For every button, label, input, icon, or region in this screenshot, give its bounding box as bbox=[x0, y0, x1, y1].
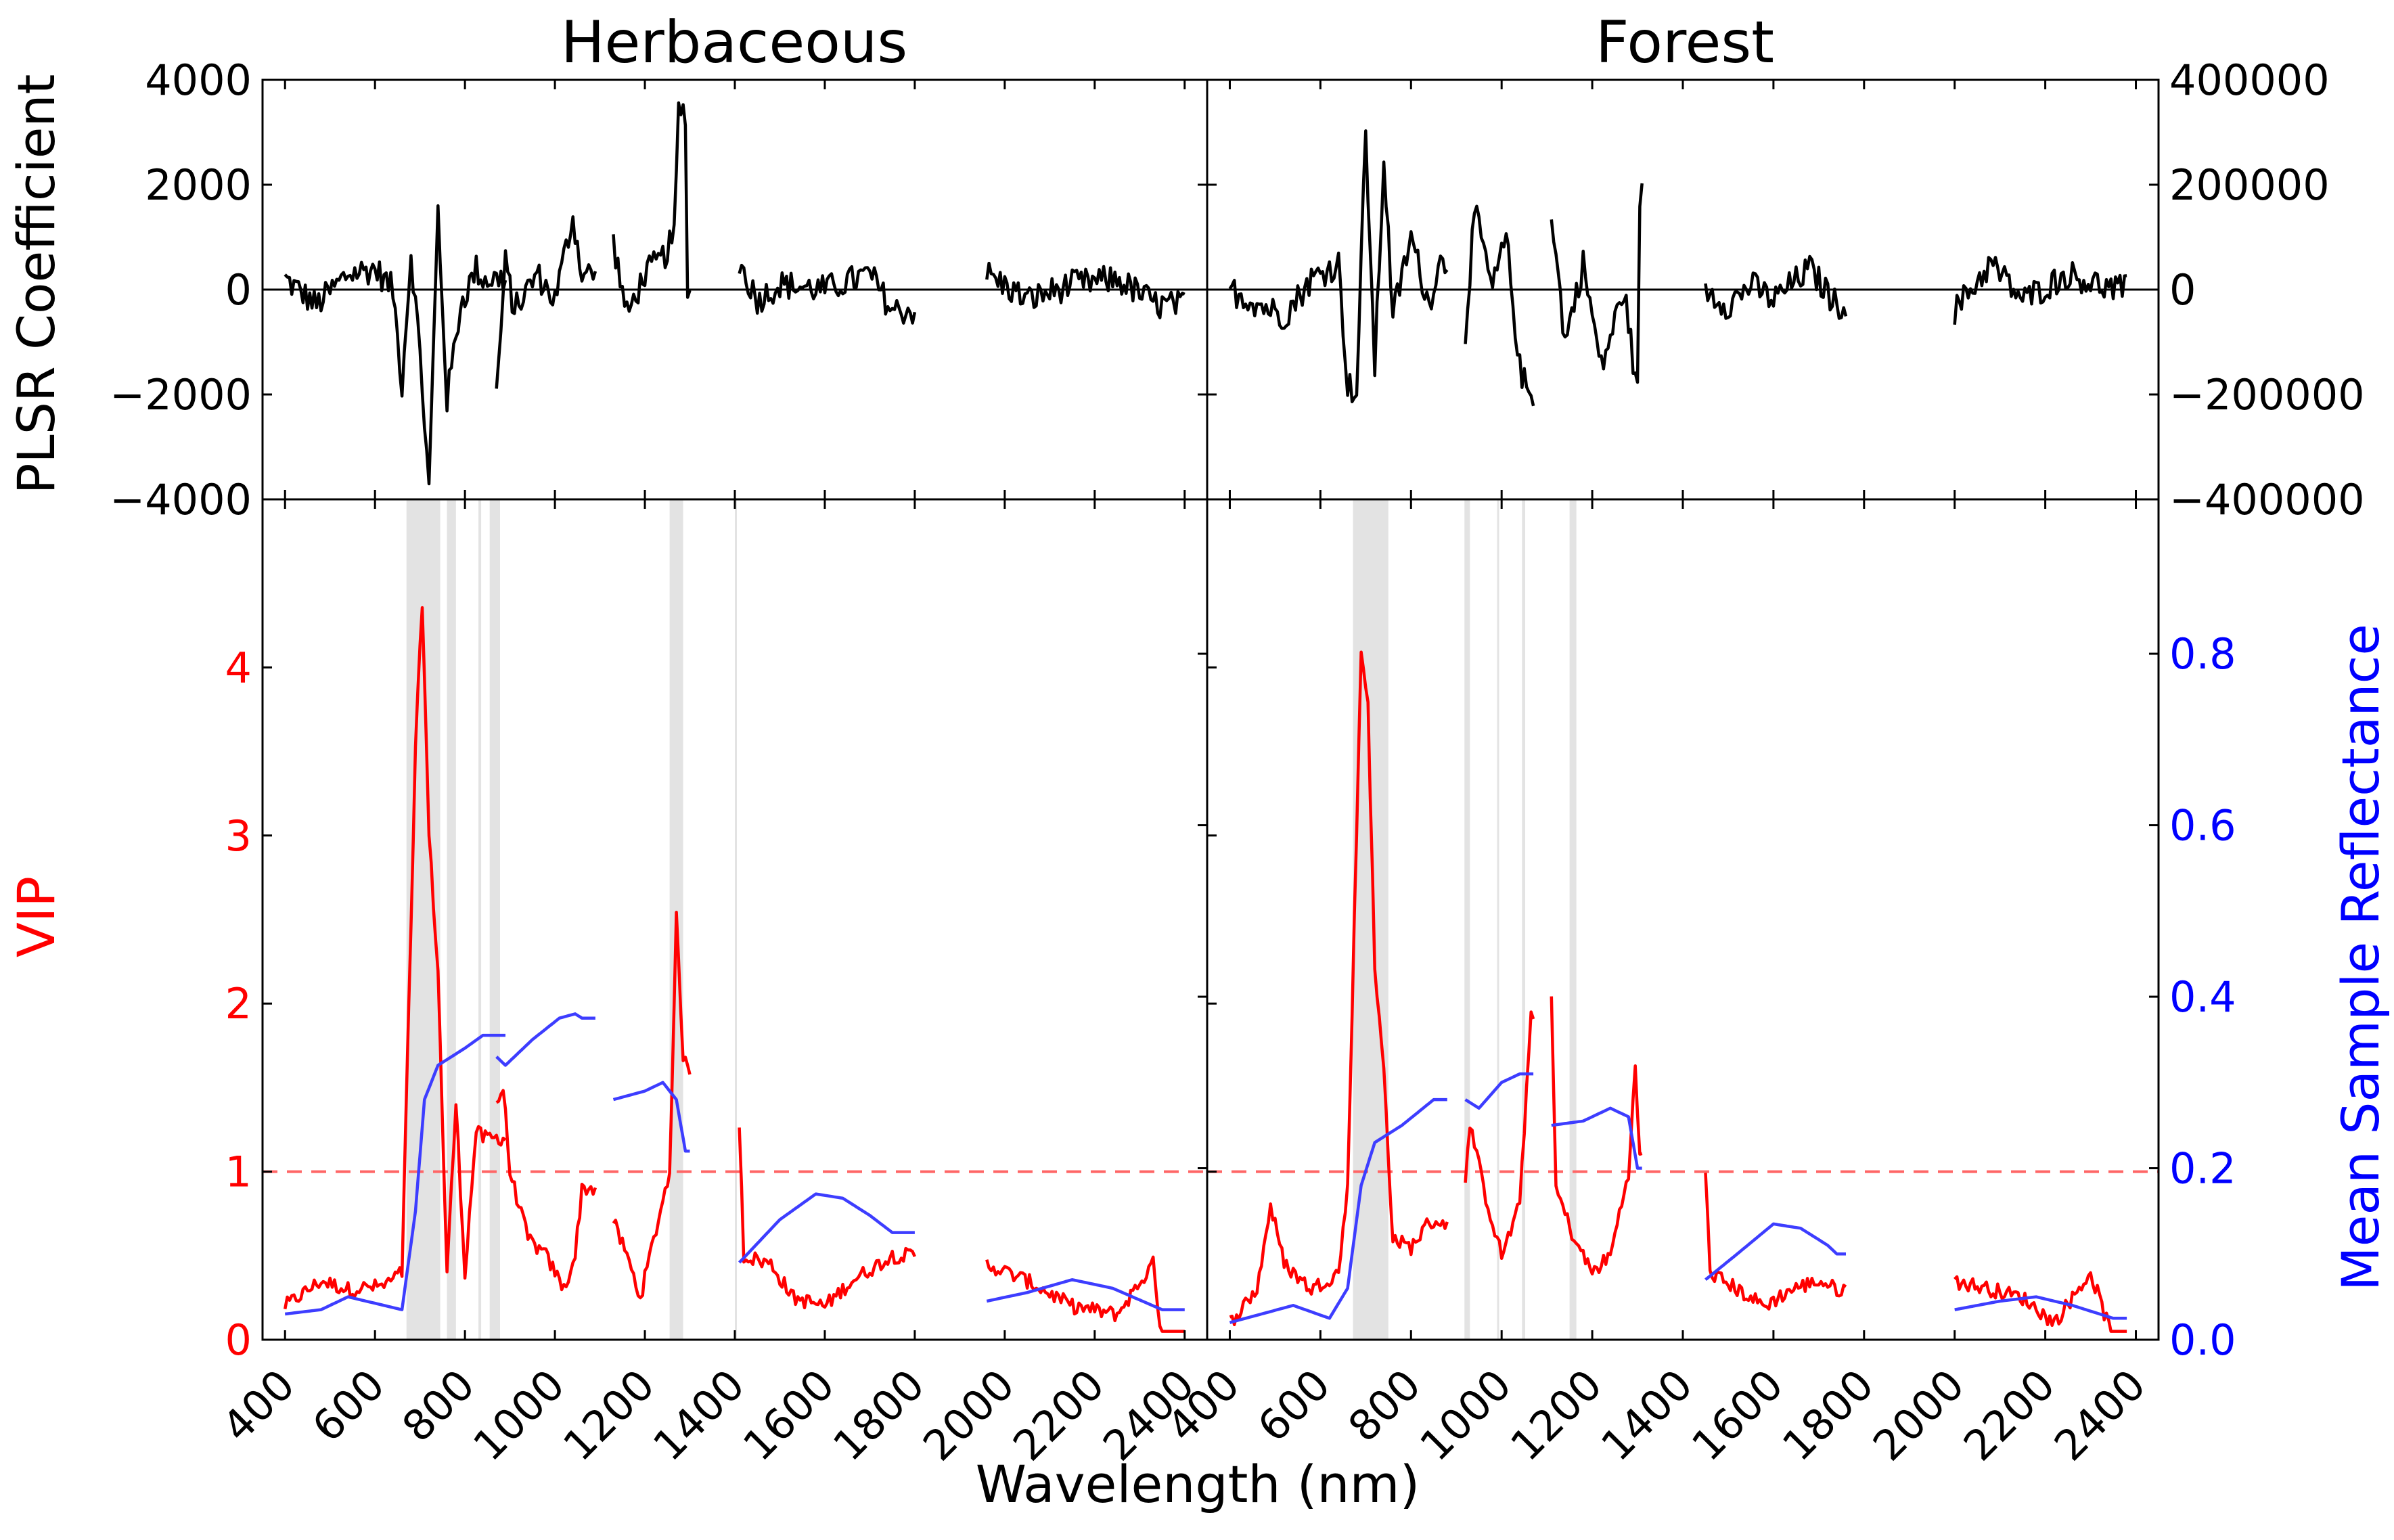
x-tick-label: 2400 bbox=[2045, 1360, 2155, 1470]
mean-reflectance-series bbox=[1551, 1106, 1642, 1170]
vip-series bbox=[283, 606, 507, 1310]
x-tick-label: 600 bbox=[302, 1360, 394, 1451]
important-band bbox=[478, 499, 482, 1340]
x-tick-label: 2000 bbox=[1864, 1360, 1974, 1470]
x-tick-label: 1600 bbox=[733, 1360, 844, 1470]
vip-y-tick-label: 0 bbox=[225, 1315, 252, 1365]
vip-y-tick-label: 1 bbox=[225, 1148, 252, 1197]
x-tick-label: 1200 bbox=[1501, 1360, 1611, 1470]
plsr-coefficient-series bbox=[1228, 129, 1449, 404]
x-tick-label: 1400 bbox=[1591, 1360, 1702, 1470]
vip-series bbox=[738, 1127, 916, 1310]
coef-y-tick-label: 2000 bbox=[145, 160, 252, 210]
wavelength-axis-title: Wavelength (nm) bbox=[976, 1454, 1420, 1514]
coef-y-tick-label: 4000 bbox=[145, 55, 252, 105]
coef-y-tick-label: 400000 bbox=[2169, 55, 2330, 105]
axes-layer bbox=[261, 78, 2160, 1341]
mean-reflectance-series bbox=[1704, 1222, 1846, 1282]
mean-reflectance-series bbox=[612, 1081, 690, 1153]
coef-y-tick-label: 0 bbox=[225, 265, 252, 315]
plsr-coefficient-series bbox=[1704, 254, 1848, 320]
vip-axes-frame bbox=[1206, 498, 2160, 1341]
x-tick-label: 1800 bbox=[823, 1360, 934, 1470]
reflectance-y-tick-label: 0.6 bbox=[2169, 801, 2236, 851]
plsr-coefficient-series bbox=[1550, 183, 1644, 384]
x-tick-label: 1800 bbox=[1773, 1360, 1883, 1470]
mean-reflectance-series bbox=[1464, 1072, 1534, 1110]
x-tick-label: 2200 bbox=[1954, 1360, 2064, 1470]
coef-y-tick-label: 200000 bbox=[2169, 160, 2330, 210]
panel-title-herbaceous: Herbaceous bbox=[561, 9, 907, 76]
vip-axis-title: VIP bbox=[6, 876, 66, 957]
coef-y-tick-label: −4000 bbox=[110, 475, 252, 524]
plsr-coefficient-axis-title: PLSR Coefficient bbox=[6, 74, 66, 495]
mean-reflectance-series bbox=[1229, 1097, 1447, 1324]
reflectance-y-tick-label: 0.4 bbox=[2169, 972, 2236, 1022]
coef-y-tick-label: −400000 bbox=[2169, 475, 2365, 524]
vip-y-tick-label: 4 bbox=[225, 643, 252, 692]
vip-series bbox=[1704, 1173, 1847, 1311]
panel-title-forest: Forest bbox=[1596, 9, 1774, 76]
plsr-coefficient-series bbox=[985, 261, 1185, 319]
plsr-coefficient-series bbox=[1464, 204, 1535, 407]
vip-series bbox=[1953, 1271, 2127, 1333]
mean-reflectance-series bbox=[738, 1192, 915, 1264]
x-tick-label: 400 bbox=[212, 1360, 304, 1451]
vip-series bbox=[985, 1255, 1185, 1333]
x-tick-label: 1000 bbox=[1410, 1360, 1520, 1470]
x-tick-label: 1000 bbox=[464, 1360, 574, 1470]
mean-reflectance-series bbox=[495, 1012, 595, 1067]
vip-y-tick-label: 3 bbox=[225, 811, 252, 861]
vip-series bbox=[495, 1089, 597, 1292]
plsr-coefficient-series bbox=[1953, 256, 2127, 325]
reflectance-y-tick-label: 0.8 bbox=[2169, 629, 2236, 679]
plsr-coefficient-series bbox=[738, 263, 917, 325]
reflectance-y-tick-label: 0.2 bbox=[2169, 1144, 2236, 1194]
important-band bbox=[1497, 499, 1499, 1340]
x-tick-label: 1400 bbox=[643, 1360, 754, 1470]
coef-y-tick-label: −200000 bbox=[2169, 370, 2365, 420]
important-band bbox=[1464, 499, 1470, 1340]
x-tick-label: 1200 bbox=[554, 1360, 664, 1470]
plsr-coefficient-series bbox=[495, 215, 597, 389]
plsr-coefficient-series bbox=[284, 204, 507, 486]
important-band bbox=[1569, 499, 1577, 1340]
series-layer bbox=[263, 101, 2159, 1333]
vip-series bbox=[1464, 1010, 1535, 1261]
vip-y-tick-label: 2 bbox=[225, 979, 252, 1028]
vip-series bbox=[612, 910, 692, 1300]
important-band bbox=[447, 499, 456, 1340]
coef-y-tick-label: −2000 bbox=[110, 370, 252, 420]
mean-reflectance-series bbox=[284, 1033, 505, 1316]
reflectance-axis-title: Mean Sample Reflectance bbox=[2330, 624, 2391, 1291]
mean-reflectance-series bbox=[986, 1278, 1185, 1311]
mean-reflectance-series bbox=[1954, 1295, 2127, 1320]
plsr-coefficient-series bbox=[612, 101, 692, 313]
important-band bbox=[735, 499, 737, 1340]
coef-y-tick-label: 0 bbox=[2169, 265, 2196, 315]
vip-series bbox=[1550, 996, 1643, 1276]
x-tick-label: 1600 bbox=[1682, 1360, 1792, 1470]
important-band bbox=[489, 499, 500, 1340]
important-band-layer bbox=[406, 499, 1577, 1340]
reflectance-y-tick-label: 0.0 bbox=[2169, 1315, 2236, 1365]
x-tick-label: 600 bbox=[1248, 1360, 1339, 1451]
vip-series bbox=[1229, 650, 1449, 1327]
important-band bbox=[1522, 499, 1526, 1340]
